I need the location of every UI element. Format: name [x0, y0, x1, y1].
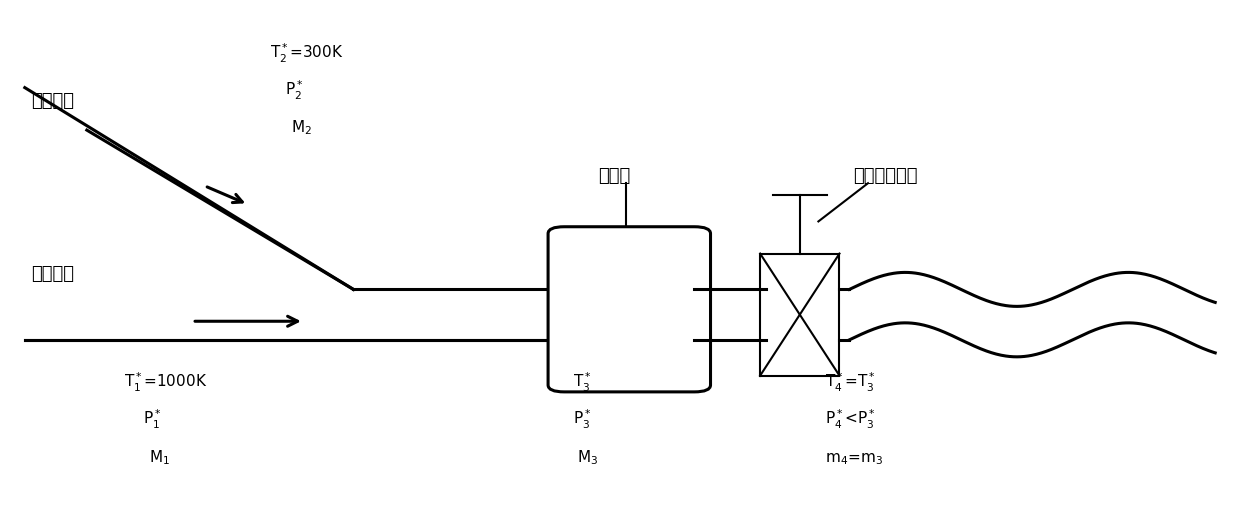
Text: 常温气体: 常温气体 [31, 92, 74, 110]
Text: M$_1$: M$_1$ [149, 448, 170, 467]
Text: P$_3^*$: P$_3^*$ [573, 408, 591, 431]
Text: T$_3^*$: T$_3^*$ [573, 371, 591, 394]
Text: T$_1^*$=1000K: T$_1^*$=1000K [124, 371, 207, 394]
Text: T$_2^*$=300K: T$_2^*$=300K [270, 42, 343, 65]
Text: T$_4^*$=T$_3^*$: T$_4^*$=T$_3^*$ [825, 371, 875, 394]
Text: M$_3$: M$_3$ [577, 448, 598, 467]
Text: P$_2^*$: P$_2^*$ [285, 79, 304, 102]
Text: 耔高温调节阀: 耔高温调节阀 [853, 167, 918, 185]
Text: P$_4^*$<P$_3^*$: P$_4^*$<P$_3^*$ [825, 408, 875, 431]
FancyBboxPatch shape [548, 227, 711, 392]
Text: 高温气体: 高温气体 [31, 265, 74, 283]
Text: M$_2$: M$_2$ [291, 119, 312, 138]
Text: 稳压器: 稳压器 [598, 167, 630, 185]
Text: P$_1^*$: P$_1^*$ [143, 408, 161, 431]
Text: m$_4$=m$_3$: m$_4$=m$_3$ [825, 451, 883, 467]
